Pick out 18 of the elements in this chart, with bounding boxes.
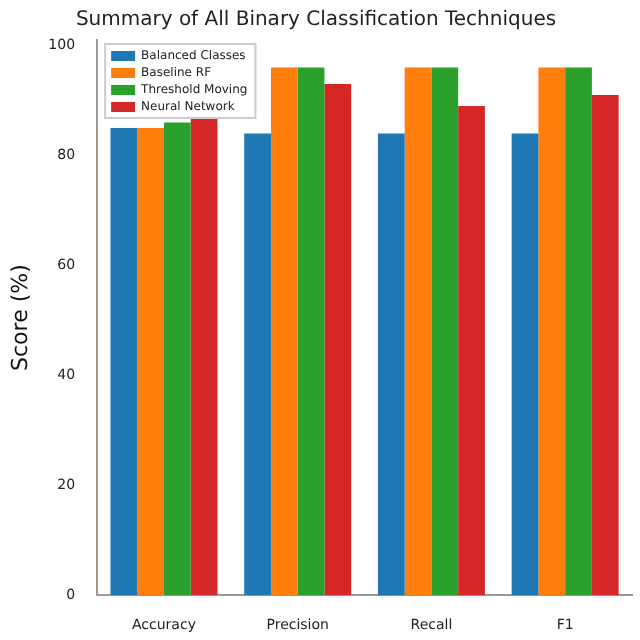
- chart-title: Summary of All Binary Classification Techniques: [75, 9, 557, 32]
- bar: [244, 133, 271, 596]
- bar: [565, 67, 592, 596]
- bar: [163, 122, 191, 596]
- bar: [137, 127, 164, 596]
- bar: [270, 67, 298, 596]
- bar: [377, 133, 405, 596]
- y-axis-title: Score (%): [6, 264, 33, 371]
- bar: [591, 94, 619, 596]
- bar: [511, 133, 539, 596]
- bar: [297, 67, 325, 596]
- bar: [538, 67, 566, 596]
- bar: [190, 116, 218, 596]
- bar: [458, 105, 485, 596]
- bar: [324, 83, 352, 596]
- bar: [431, 67, 459, 596]
- bar: [110, 127, 138, 596]
- bar: [404, 67, 432, 596]
